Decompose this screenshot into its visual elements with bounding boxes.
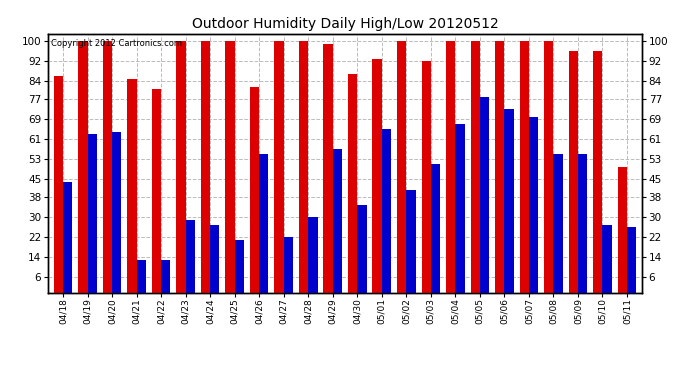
Bar [382,129,391,292]
Bar [504,109,513,292]
Bar [333,149,342,292]
Bar [422,62,431,292]
Bar [529,117,538,292]
Bar [593,51,602,292]
Bar [471,41,480,292]
Bar [308,217,317,292]
Bar [397,41,406,292]
Bar [431,164,440,292]
Bar [152,89,161,292]
Bar [627,227,636,292]
Bar [553,154,563,292]
Bar [112,132,121,292]
Bar [520,41,529,292]
Bar [177,41,186,292]
Bar [235,240,244,292]
Bar [495,41,504,292]
Bar [480,96,489,292]
Bar [348,74,357,292]
Bar [544,41,553,292]
Bar [127,79,137,292]
Bar [103,41,112,292]
Bar [78,41,88,292]
Bar [226,41,235,292]
Bar [406,189,415,292]
Bar [250,87,259,292]
Bar [284,237,293,292]
Bar [161,260,170,292]
Bar [54,76,63,292]
Bar [201,41,210,292]
Text: Copyright 2012 Cartronics.com: Copyright 2012 Cartronics.com [51,39,182,48]
Bar [618,167,627,292]
Bar [299,41,308,292]
Bar [357,205,366,292]
Bar [259,154,268,292]
Bar [88,134,97,292]
Bar [446,41,455,292]
Bar [186,220,195,292]
Bar [275,41,284,292]
Bar [373,59,382,292]
Bar [137,260,146,292]
Bar [210,225,219,292]
Bar [578,154,587,292]
Bar [602,225,612,292]
Bar [324,44,333,292]
Bar [569,51,578,292]
Bar [63,182,72,292]
Bar [455,124,464,292]
Title: Outdoor Humidity Daily High/Low 20120512: Outdoor Humidity Daily High/Low 20120512 [192,17,498,31]
